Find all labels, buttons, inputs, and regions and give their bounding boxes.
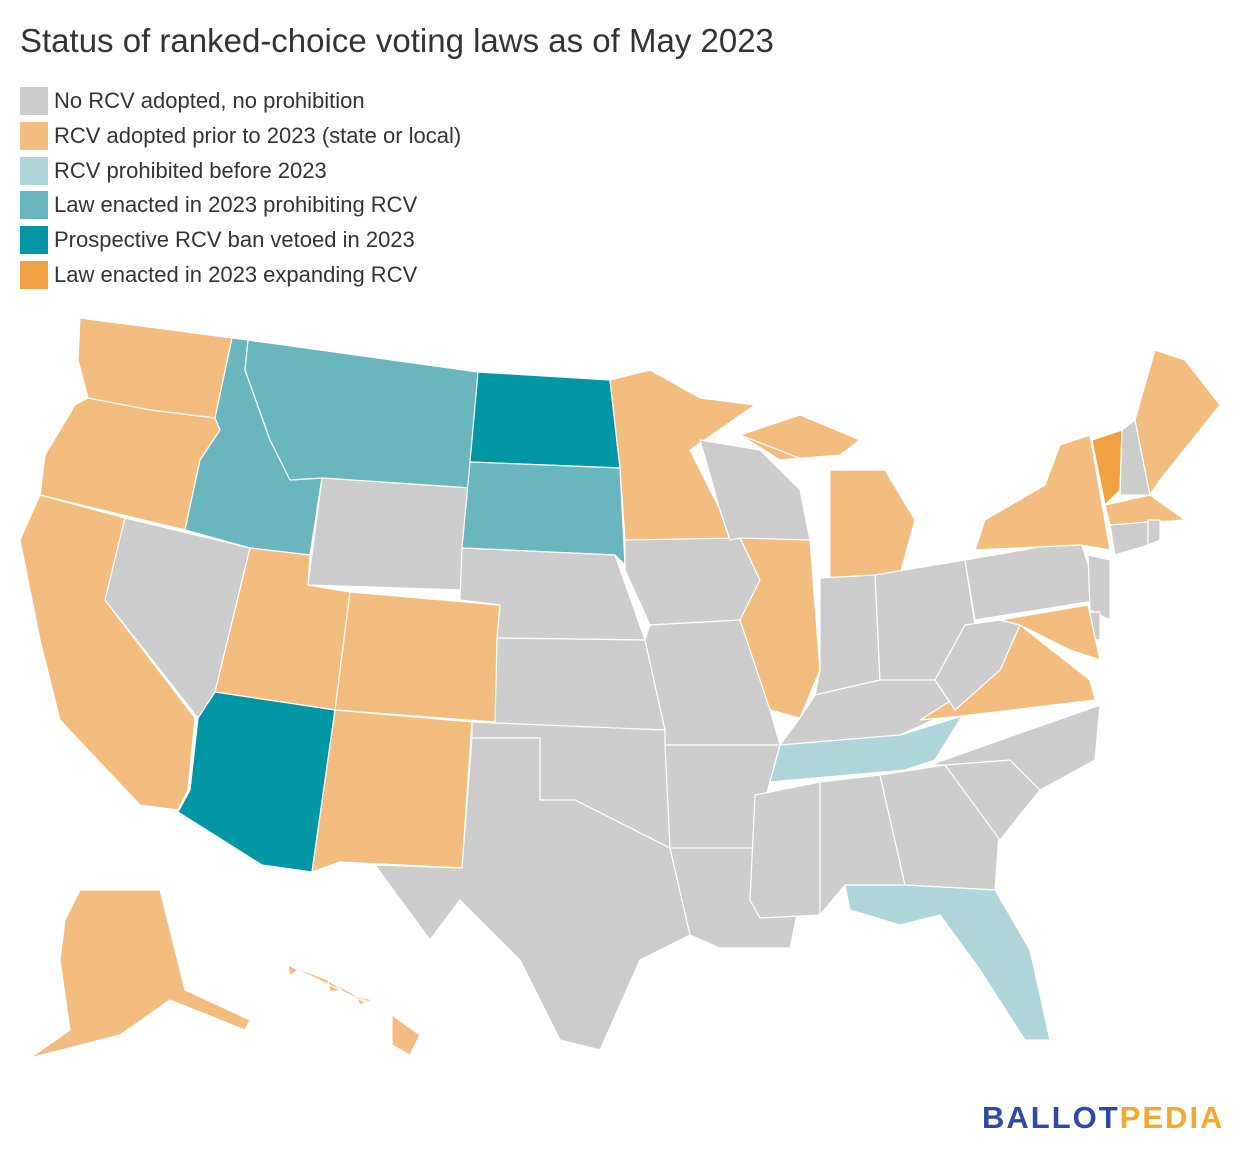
- state-nm: [311, 709, 473, 873]
- legend-item-prohibited-before: RCV prohibited before 2023: [20, 153, 461, 188]
- legend-swatch: [20, 191, 48, 220]
- logo-part1: BALLOT: [982, 1100, 1120, 1135]
- legend-item-prohibited-2023: Law enacted in 2023 prohibiting RCV: [20, 188, 461, 223]
- map-title: Status of ranked-choice voting laws as o…: [20, 22, 774, 59]
- state-fl: [844, 884, 1051, 1041]
- legend-label: No RCV adopted, no prohibition: [54, 88, 365, 114]
- legend-item-adopted: RCV adopted prior to 2023 (state or loca…: [20, 119, 461, 154]
- legend-label: Law enacted in 2023 expanding RCV: [54, 261, 418, 287]
- state-ks: [494, 637, 666, 731]
- legend-swatch: [20, 122, 48, 151]
- legend-swatch: [20, 226, 48, 255]
- legend-label: Law enacted in 2023 prohibiting RCV: [54, 192, 418, 218]
- state-wy: [307, 477, 471, 591]
- legend-swatch: [20, 260, 48, 289]
- legend-label: RCV prohibited before 2023: [54, 157, 327, 183]
- state-nj: [1087, 554, 1111, 621]
- legend-item-vetoed: Prospective RCV ban vetoed in 2023: [20, 223, 461, 258]
- legend: No RCV adopted, no prohibition RCV adopt…: [20, 84, 461, 292]
- state-co: [334, 591, 501, 723]
- state-sd: [461, 461, 626, 566]
- state-mi: [739, 414, 916, 581]
- state-ct: [1109, 521, 1149, 556]
- state-me: [1134, 349, 1221, 496]
- state-nc: [929, 704, 1101, 791]
- legend-item-expanded: Law enacted in 2023 expanding RCV: [20, 257, 461, 292]
- state-ak: [29, 889, 251, 1059]
- state-ia: [624, 537, 761, 626]
- state-ms: [749, 781, 821, 919]
- legend-label: Prospective RCV ban vetoed in 2023: [54, 227, 415, 253]
- state-tx: [374, 737, 691, 1051]
- state-ri: [1147, 519, 1161, 546]
- state-az: [177, 691, 336, 873]
- legend-swatch: [20, 87, 48, 116]
- ballotpedia-logo: BALLOTPEDIA: [982, 1100, 1224, 1136]
- legend-swatch: [20, 156, 48, 185]
- state-ny: [974, 434, 1111, 551]
- state-ky: [779, 679, 956, 746]
- legend-label: RCV adopted prior to 2023 (state or loca…: [54, 123, 462, 149]
- state-ma: [1104, 494, 1186, 526]
- state-hi: [287, 964, 421, 1056]
- logo-part2: PEDIA: [1119, 1100, 1225, 1135]
- legend-item-none: No RCV adopted, no prohibition: [20, 84, 461, 119]
- state-il: [739, 537, 821, 719]
- state-in: [814, 574, 881, 696]
- state-mn: [609, 369, 756, 541]
- state-md: [999, 604, 1101, 661]
- state-nd: [469, 371, 621, 469]
